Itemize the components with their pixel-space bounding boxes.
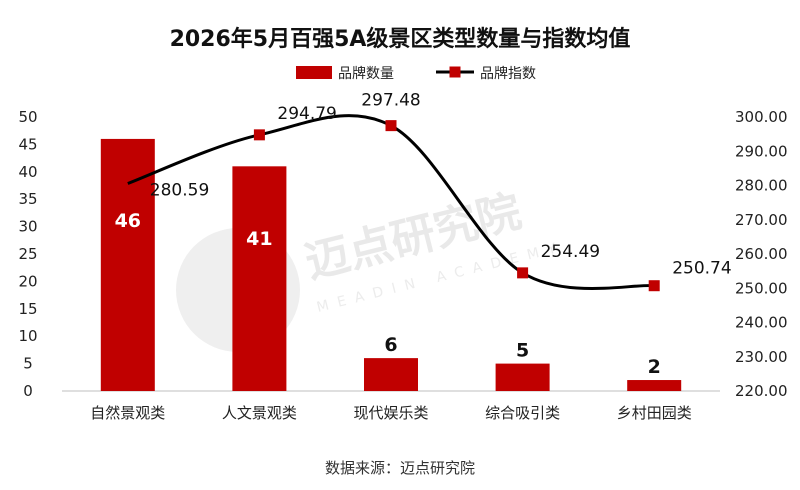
category-labels: 自然景观类 人文景观类 现代娱乐类 综合吸引类 乡村田园类 bbox=[90, 404, 691, 422]
left-axis-tick-label: 35 bbox=[18, 190, 37, 208]
legend-bar-label: 品牌数量 bbox=[338, 65, 394, 82]
right-axis-tick-label: 290.00 bbox=[735, 142, 788, 160]
line-series: 280.59 294.79 297.48 254.49 250.74 bbox=[127, 91, 732, 292]
left-axis-tick-label: 10 bbox=[18, 327, 37, 345]
left-axis-tick-label: 15 bbox=[18, 300, 37, 318]
bar-value-label: 2 bbox=[648, 356, 661, 378]
chart-title: 2026年5月百强5A级景区类型数量与指数均值 bbox=[170, 26, 631, 52]
category-label: 人文景观类 bbox=[222, 404, 297, 422]
bar-1 bbox=[100, 138, 155, 391]
left-axis-tick-label: 0 bbox=[23, 382, 33, 400]
right-axis-tick-label: 240.00 bbox=[735, 314, 788, 332]
index-value-label: 280.59 bbox=[150, 180, 209, 200]
right-axis-tick-label: 300.00 bbox=[735, 108, 788, 126]
left-axis-tick-label: 30 bbox=[18, 218, 37, 236]
category-label: 自然景观类 bbox=[90, 404, 165, 422]
right-axis-tick-label: 230.00 bbox=[735, 348, 788, 366]
bars: 46 41 6 5 2 bbox=[100, 138, 682, 391]
bar-value-label: 46 bbox=[115, 210, 141, 232]
legend-line-marker bbox=[449, 66, 461, 78]
category-label: 综合吸引类 bbox=[485, 404, 560, 422]
index-marker-5 bbox=[648, 280, 660, 292]
right-axis-tick-label: 220.00 bbox=[735, 382, 788, 400]
bar-3 bbox=[364, 358, 418, 391]
index-value-label: 297.48 bbox=[361, 91, 420, 111]
right-axis-tick-label: 260.00 bbox=[735, 245, 788, 263]
bar-value-label: 5 bbox=[516, 340, 529, 362]
legend: 品牌数量 品牌指数 bbox=[296, 65, 536, 82]
left-axis: 0 5 10 15 20 25 30 35 40 45 50 bbox=[18, 108, 37, 400]
bar-4 bbox=[495, 363, 550, 391]
category-label: 现代娱乐类 bbox=[353, 404, 428, 422]
legend-line-label: 品牌指数 bbox=[480, 65, 536, 82]
index-value-label: 250.74 bbox=[672, 259, 731, 279]
index-marker-3 bbox=[385, 120, 397, 132]
left-axis-tick-label: 50 bbox=[18, 108, 37, 126]
index-marker-4 bbox=[517, 267, 529, 279]
category-label: 乡村田园类 bbox=[617, 404, 692, 422]
watermark-text: 迈点研究院 bbox=[300, 186, 526, 289]
left-axis-tick-label: 40 bbox=[18, 163, 37, 181]
right-axis: 220.00 230.00 240.00 250.00 260.00 270.00 280.… bbox=[735, 108, 788, 400]
index-value-label: 294.79 bbox=[277, 104, 336, 124]
bar-5 bbox=[627, 380, 682, 391]
source-note: 数据来源：迈点研究院 bbox=[325, 459, 475, 477]
bar-value-label: 6 bbox=[384, 334, 397, 356]
index-marker-2 bbox=[253, 129, 265, 141]
right-axis-tick-label: 280.00 bbox=[735, 177, 788, 195]
right-axis-tick-label: 250.00 bbox=[735, 279, 788, 297]
left-axis-tick-label: 45 bbox=[18, 135, 37, 153]
left-axis-tick-label: 25 bbox=[18, 245, 37, 263]
left-axis-tick-label: 20 bbox=[18, 272, 37, 290]
right-axis-tick-label: 270.00 bbox=[735, 211, 788, 229]
legend-bar-swatch bbox=[296, 66, 332, 79]
left-axis-tick-label: 5 bbox=[23, 355, 33, 373]
bar-value-label: 41 bbox=[246, 228, 272, 250]
bar-2 bbox=[232, 166, 287, 391]
index-value-label: 254.49 bbox=[541, 242, 600, 262]
